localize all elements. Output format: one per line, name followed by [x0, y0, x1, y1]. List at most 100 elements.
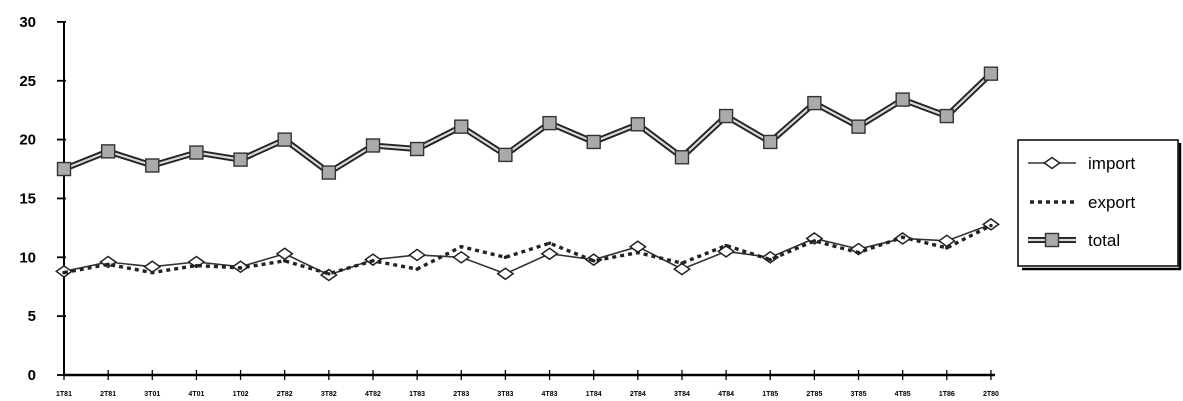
series-total — [56, 66, 999, 180]
total-point — [321, 165, 337, 180]
y-tick-label: 25 — [19, 73, 36, 90]
total-point — [56, 161, 72, 177]
total-point — [100, 144, 116, 159]
export-point — [150, 270, 154, 275]
y-tick-label: 15 — [19, 190, 36, 207]
total-point — [233, 152, 248, 167]
legend-item-import: import — [1028, 154, 1136, 173]
x-tick-label: 1T83 — [409, 391, 425, 398]
total-point — [365, 138, 381, 153]
legend-item-export: export — [1030, 193, 1136, 212]
x-tick-label: 4T01 — [188, 391, 204, 398]
import-point — [628, 240, 647, 254]
import-point — [408, 248, 427, 262]
total-point — [189, 145, 204, 160]
x-tick-label: 2T85 — [806, 391, 822, 398]
export-point — [856, 250, 861, 255]
total-point — [895, 92, 910, 107]
import-point — [937, 234, 956, 248]
series-layer — [55, 66, 1000, 282]
y-tick-label: 10 — [19, 249, 36, 266]
import-point — [849, 242, 868, 256]
legend-label: export — [1088, 193, 1136, 212]
total-point — [498, 147, 513, 163]
x-tick-label: 2T82 — [277, 391, 293, 398]
legend-total-marker — [1044, 232, 1060, 248]
x-tick-label: 1T02 — [233, 391, 249, 398]
x-tick-label: 3T01 — [144, 391, 160, 398]
x-tick-label: 3T83 — [497, 391, 513, 398]
export-point — [283, 259, 287, 263]
x-tick-label: 4T82 — [365, 391, 381, 398]
export-point — [415, 267, 419, 271]
export-point — [327, 272, 331, 276]
total-point — [939, 108, 954, 124]
import-point — [540, 247, 559, 261]
y-axis-ticks: 0 5 10 15 20 25 30 — [19, 14, 66, 384]
export-point — [371, 259, 375, 263]
x-tick-label: 3T85 — [851, 391, 867, 398]
export-point — [62, 270, 66, 275]
import-point — [496, 267, 515, 281]
total-point — [763, 134, 778, 150]
legend-label: import — [1088, 154, 1136, 173]
import-point — [143, 260, 162, 274]
x-tick-label: 4T85 — [895, 391, 911, 398]
total-point — [851, 119, 866, 134]
import-point — [672, 262, 691, 276]
export-point — [680, 261, 684, 265]
import-point — [452, 250, 471, 264]
x-tick-label: 1T84 — [586, 391, 602, 398]
export-point — [503, 255, 508, 259]
export-point — [591, 259, 596, 263]
y-tick-label: 20 — [19, 132, 36, 149]
total-point — [542, 115, 557, 131]
legend: import export total — [1017, 139, 1182, 271]
x-tick-label: 4T83 — [542, 391, 558, 398]
legend-item-total: total — [1028, 231, 1120, 250]
export-point — [238, 266, 243, 270]
x-tick-label: 3T82 — [321, 391, 337, 398]
x-axis-ticks: 1T81 2T81 3T01 4T01 1T02 2T82 3T82 4T82 1T83 2T83… — [56, 370, 999, 398]
x-tick-label: 1T81 — [56, 391, 72, 398]
legend-label: total — [1088, 231, 1120, 250]
export-point — [459, 245, 463, 249]
export-point — [636, 250, 640, 255]
x-tick-label: 3T84 — [674, 391, 690, 398]
export-point — [194, 263, 199, 268]
total-point — [145, 158, 160, 173]
y-tick-label: 5 — [28, 308, 36, 325]
y-tick-label: 30 — [19, 14, 36, 31]
total-point — [674, 150, 690, 165]
x-tick-label: 2T83 — [453, 391, 469, 398]
x-tick-label: 1T85 — [762, 391, 778, 398]
total-point — [409, 141, 425, 157]
total-point — [630, 117, 646, 132]
x-tick-label: 4T84 — [718, 391, 734, 398]
series-import — [55, 217, 1000, 282]
x-tick-label: 1T86 — [939, 391, 955, 398]
export-point — [106, 262, 110, 267]
x-tick-label: 2T84 — [630, 391, 646, 398]
total-point — [807, 95, 822, 111]
total-point — [586, 134, 601, 150]
export-line — [63, 224, 992, 276]
total-point — [718, 108, 734, 124]
export-point — [989, 223, 993, 228]
legend-box — [1017, 139, 1179, 267]
export-point — [547, 241, 552, 245]
y-tick-label: 0 — [28, 367, 36, 384]
export-point — [768, 257, 772, 262]
total-point — [454, 119, 469, 134]
export-point — [900, 235, 905, 239]
total-point — [277, 132, 292, 147]
export-point — [724, 243, 728, 248]
total-point — [983, 66, 999, 81]
x-tick-label: 2T81 — [100, 391, 116, 398]
import-point — [275, 247, 294, 261]
import-line — [63, 223, 992, 276]
legend-import-marker — [1043, 156, 1061, 170]
total-line-inner — [63, 72, 992, 174]
x-tick-label: 2T80 — [983, 391, 999, 398]
